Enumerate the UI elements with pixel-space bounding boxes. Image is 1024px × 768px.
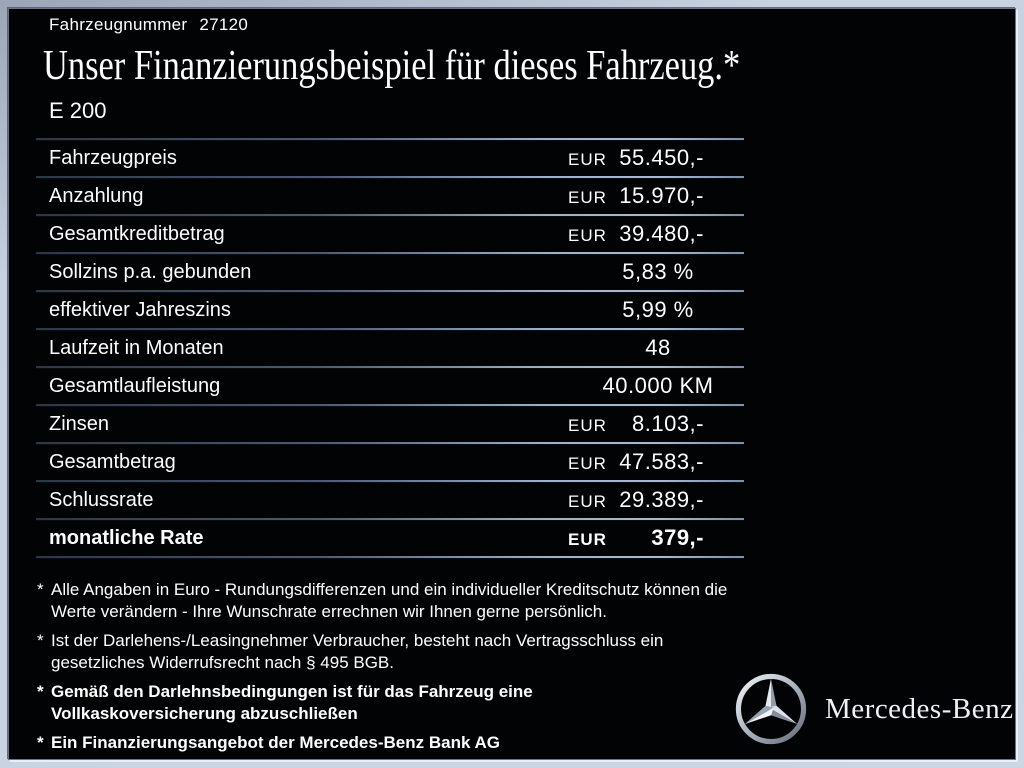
currency-label: EUR xyxy=(568,416,607,435)
amount-value: 29.389,- xyxy=(619,487,704,512)
amount-value: 39.480,- xyxy=(619,221,704,246)
row-label: monatliche Rate xyxy=(49,527,204,549)
row-value: EUR 55.450,- xyxy=(551,140,744,176)
row-label: Zinsen xyxy=(49,413,110,435)
table-row: effektiver Jahreszins 5,99 % xyxy=(36,292,744,328)
vehicle-model: E 200 xyxy=(49,98,107,123)
currency-label: EUR xyxy=(568,492,607,511)
amount-value: 15.970,- xyxy=(619,183,704,208)
table-row: Laufzeit in Monaten 48 xyxy=(36,330,744,366)
row-label: Fahrzeugpreis xyxy=(49,147,177,169)
table-row: Anzahlung EUR 15.970,- xyxy=(36,178,744,214)
amount-value: 8.103,- xyxy=(632,411,704,436)
brand-wordmark: Mercedes-Benz xyxy=(825,692,1014,725)
amount-value: 55.450,- xyxy=(619,145,704,170)
table-row: monatliche Rate EUR 379,- xyxy=(36,520,744,556)
row-label: Schlussrate xyxy=(49,489,154,511)
currency-label: EUR xyxy=(568,226,607,245)
row-value: EUR 8.103,- xyxy=(551,406,744,442)
row-label: Gesamtbetrag xyxy=(49,451,176,473)
row-value: EUR 29.389,- xyxy=(551,482,744,518)
footnote-text: Ist der Darlehens-/Leasingnehmer Verbrau… xyxy=(51,631,664,672)
footnote-asterisk: * xyxy=(37,631,44,650)
footnote: * Gemäß den Darlehnsbedingungen ist für d… xyxy=(37,681,749,725)
vehicle-number: Fahrzeugnummer 27120 xyxy=(49,15,248,35)
page-title: Unser Finanzierungsbeispiel für dieses F… xyxy=(43,43,741,89)
amount-value: 5,83 % xyxy=(622,259,694,284)
row-divider xyxy=(36,518,744,520)
footnote-asterisk: * xyxy=(37,682,44,701)
table-row: Gesamtbetrag EUR 47.583,- xyxy=(36,444,744,480)
footnote-text: Alle Angaben in Euro - Rundungsdifferenz… xyxy=(51,580,728,621)
table-row: Fahrzeugpreis EUR 55.450,- xyxy=(36,140,744,176)
row-value: 5,99 % xyxy=(551,292,744,328)
footnotes: * Alle Angaben in Euro - Rundungsdifferen… xyxy=(37,579,749,761)
row-divider xyxy=(36,366,744,368)
currency-label: EUR xyxy=(568,530,607,549)
row-divider xyxy=(36,442,744,444)
finance-table: Fahrzeugpreis EUR 55.450,- Anzahlung EUR 15.9… xyxy=(36,138,744,558)
footnote: * Ist der Darlehens-/Leasingnehmer Verbra… xyxy=(37,630,749,674)
row-divider xyxy=(36,252,744,254)
row-divider xyxy=(36,176,744,178)
currency-label: EUR xyxy=(568,150,607,169)
row-label: Anzahlung xyxy=(49,185,144,207)
row-value: 48 xyxy=(551,330,744,366)
table-row: Sollzins p.a. gebunden 5,83 % xyxy=(36,254,744,290)
row-divider xyxy=(36,214,744,216)
row-value: EUR 379,- xyxy=(551,520,744,556)
amount-value: 40.000 KM xyxy=(602,373,714,398)
footnote: * Ein Finanzierungsangebot der Mercedes-B… xyxy=(37,732,749,754)
footnote-text: Gemäß den Darlehnsbedingungen ist für da… xyxy=(51,682,533,723)
row-label: effektiver Jahreszins xyxy=(49,299,231,321)
row-label: Sollzins p.a. gebunden xyxy=(49,261,252,283)
row-label: Gesamtkreditbetrag xyxy=(49,223,225,245)
mercedes-star-icon xyxy=(735,673,807,745)
row-value: EUR 47.583,- xyxy=(551,444,744,480)
footnote: * Alle Angaben in Euro - Rundungsdifferen… xyxy=(37,579,749,623)
brand-block: Mercedes-Benz xyxy=(734,672,1013,746)
row-divider xyxy=(36,480,744,482)
vehicle-number-label: Fahrzeugnummer xyxy=(49,15,188,34)
amount-value: 47.583,- xyxy=(619,449,704,474)
row-value: 5,83 % xyxy=(551,254,744,290)
footnote-asterisk: * xyxy=(37,580,44,599)
row-divider xyxy=(36,328,744,330)
row-label: Laufzeit in Monaten xyxy=(49,337,224,359)
table-row: Schlussrate EUR 29.389,- xyxy=(36,482,744,518)
table-row: Gesamtlaufleistung 40.000 KM xyxy=(36,368,744,404)
amount-value: 5,99 % xyxy=(622,297,694,322)
row-divider xyxy=(36,290,744,292)
row-label: Gesamtlaufleistung xyxy=(49,375,221,397)
currency-label: EUR xyxy=(568,454,607,473)
row-value: EUR 39.480,- xyxy=(551,216,744,252)
row-value: 40.000 KM xyxy=(551,368,744,404)
row-value: EUR 15.970,- xyxy=(551,178,744,214)
amount-value: 379,- xyxy=(651,525,704,550)
amount-value: 48 xyxy=(645,335,671,360)
currency-label: EUR xyxy=(568,188,607,207)
display-panel: Fahrzeugnummer 27120 Unser Finanzierungsb… xyxy=(8,8,1016,760)
footnote-asterisk: * xyxy=(37,733,44,752)
vehicle-number-value: 27120 xyxy=(199,15,249,34)
row-divider xyxy=(36,404,744,406)
table-row: Zinsen EUR 8.103,- xyxy=(36,406,744,442)
row-divider xyxy=(36,556,744,558)
footnote-text: Ein Finanzierungsangebot der Mercedes-Be… xyxy=(51,733,501,752)
table-row: Gesamtkreditbetrag EUR 39.480,- xyxy=(36,216,744,252)
row-divider xyxy=(36,138,744,140)
